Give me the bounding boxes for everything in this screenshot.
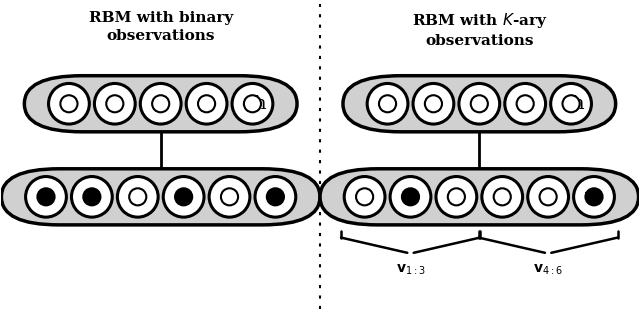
FancyBboxPatch shape xyxy=(343,76,616,132)
Ellipse shape xyxy=(448,188,465,205)
Ellipse shape xyxy=(459,84,500,124)
Ellipse shape xyxy=(528,177,568,217)
Ellipse shape xyxy=(540,188,557,205)
FancyBboxPatch shape xyxy=(1,169,320,225)
Ellipse shape xyxy=(152,95,169,112)
FancyBboxPatch shape xyxy=(320,169,639,225)
Text: h: h xyxy=(253,95,266,113)
Ellipse shape xyxy=(505,84,545,124)
Ellipse shape xyxy=(198,95,215,112)
Ellipse shape xyxy=(550,84,591,124)
Text: h: h xyxy=(572,95,584,113)
Ellipse shape xyxy=(26,177,67,217)
Ellipse shape xyxy=(367,84,408,124)
Ellipse shape xyxy=(106,95,124,112)
Ellipse shape xyxy=(356,188,373,205)
Ellipse shape xyxy=(37,188,54,205)
Ellipse shape xyxy=(72,177,112,217)
Ellipse shape xyxy=(379,95,396,112)
Ellipse shape xyxy=(390,177,431,217)
Ellipse shape xyxy=(436,177,477,217)
Text: RBM with binary
observations: RBM with binary observations xyxy=(88,11,233,43)
Text: $\mathbf{v}_{4:6}$: $\mathbf{v}_{4:6}$ xyxy=(533,262,563,276)
Ellipse shape xyxy=(563,95,580,112)
Ellipse shape xyxy=(186,84,227,124)
FancyBboxPatch shape xyxy=(24,76,297,132)
Ellipse shape xyxy=(175,188,192,205)
Ellipse shape xyxy=(209,177,250,217)
Ellipse shape xyxy=(140,84,181,124)
Ellipse shape xyxy=(573,177,614,217)
Ellipse shape xyxy=(413,84,454,124)
Ellipse shape xyxy=(255,177,296,217)
Ellipse shape xyxy=(267,188,284,205)
Text: RBM with $\mathit{K}$-ary
observations: RBM with $\mathit{K}$-ary observations xyxy=(412,11,547,48)
Ellipse shape xyxy=(482,177,523,217)
Ellipse shape xyxy=(344,177,385,217)
Ellipse shape xyxy=(471,95,488,112)
Ellipse shape xyxy=(221,188,238,205)
Ellipse shape xyxy=(49,84,90,124)
Ellipse shape xyxy=(516,95,534,112)
Ellipse shape xyxy=(493,188,511,205)
Text: $\mathbf{v}_{1:3}$: $\mathbf{v}_{1:3}$ xyxy=(396,262,426,276)
Ellipse shape xyxy=(586,188,603,205)
Ellipse shape xyxy=(117,177,158,217)
Ellipse shape xyxy=(244,95,261,112)
Ellipse shape xyxy=(60,95,77,112)
Ellipse shape xyxy=(95,84,135,124)
Ellipse shape xyxy=(402,188,419,205)
Ellipse shape xyxy=(83,188,100,205)
Ellipse shape xyxy=(163,177,204,217)
Ellipse shape xyxy=(425,95,442,112)
Text: v: v xyxy=(584,188,595,206)
Ellipse shape xyxy=(129,188,147,205)
Ellipse shape xyxy=(232,84,273,124)
Text: v: v xyxy=(266,188,277,206)
